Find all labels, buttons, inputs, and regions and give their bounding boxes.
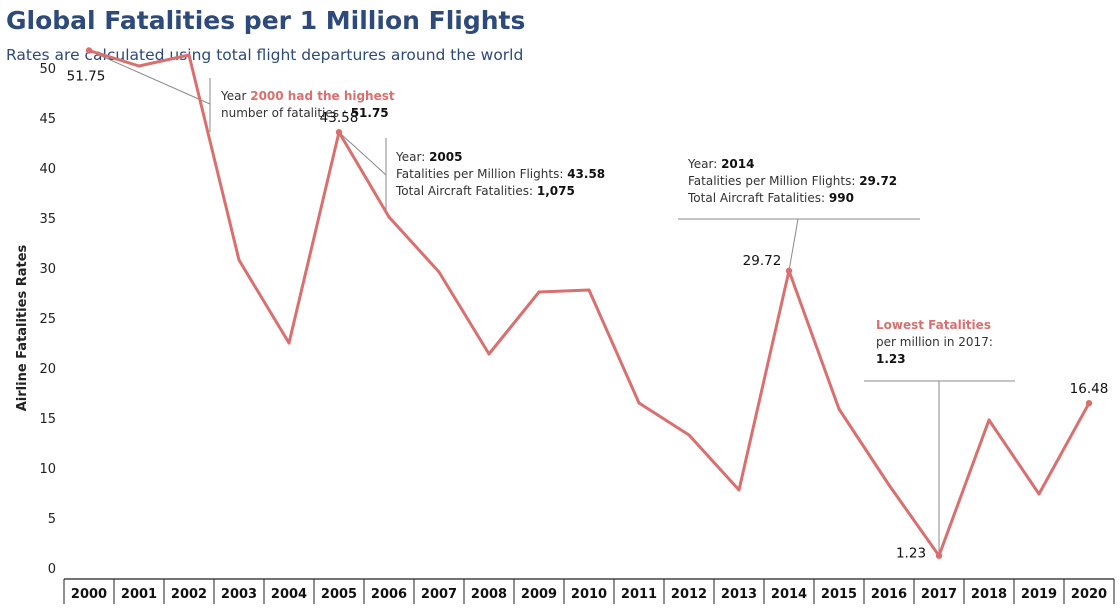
highlight-point <box>785 267 793 274</box>
annotation-2000-highlight: 2000 had the highest <box>250 89 395 103</box>
y-tick-label: 5 <box>48 512 56 527</box>
x-tick-label: 2004 <box>271 587 307 602</box>
x-tick-label: 2009 <box>521 587 557 602</box>
data-label: 43.58 <box>320 110 359 126</box>
x-tick-label: 2016 <box>871 587 907 602</box>
y-tick-label: 0 <box>48 562 56 577</box>
y-tick-label: 50 <box>39 62 56 77</box>
annotation-2000-prefix: Year <box>221 89 251 103</box>
highlight-point <box>1085 400 1093 407</box>
data-point <box>437 270 441 274</box>
annotation-2017-highlight: Lowest Fatalities <box>876 318 991 332</box>
data-point <box>837 407 841 411</box>
annotation-2005-year-label: Year: <box>396 150 430 164</box>
data-label: 29.72 <box>743 253 782 269</box>
y-tick-label: 45 <box>39 112 56 127</box>
data-point <box>687 433 691 437</box>
chart-subtitle: Rates are calculated using total flight … <box>6 46 524 64</box>
y-tick-label: 15 <box>39 412 56 427</box>
annotation-2014-year: 2014 <box>721 157 755 171</box>
y-tick-label: 20 <box>39 362 56 377</box>
x-tick-label: 2015 <box>821 587 857 602</box>
annotation-2005-total-label: Total Aircraft Fatalities: <box>396 184 537 198</box>
x-tick-label: 2012 <box>671 587 707 602</box>
leader-2000 <box>88 50 211 105</box>
x-tick-label: 2013 <box>721 587 757 602</box>
annotation-2014: Year: 2014 Fatalities per Million Flight… <box>688 156 897 207</box>
x-tick-label: 2005 <box>321 587 357 602</box>
data-point <box>237 258 241 262</box>
x-tick-label: 2018 <box>971 587 1007 602</box>
data-point <box>1037 492 1041 496</box>
leader-2014 <box>788 218 799 271</box>
annotation-2005-year: 2005 <box>429 150 463 164</box>
highlight-point <box>85 47 93 54</box>
x-tick-label: 2007 <box>421 587 457 602</box>
y-tick-label: 30 <box>39 262 56 277</box>
annotation-2014-total-label: Total Aircraft Fatalities: <box>688 191 829 205</box>
x-tick-label: 2014 <box>771 587 807 602</box>
annotation-2014-total: 990 <box>828 191 854 205</box>
data-point <box>737 488 741 492</box>
annotation-2005-rate-label: Fatalities per Million Flights: <box>396 167 568 181</box>
x-tick-label: 2006 <box>371 587 407 602</box>
x-tick-label: 2001 <box>121 587 157 602</box>
x-tick-label: 2008 <box>471 587 507 602</box>
annotation-2000-line2: number of fatalities : <box>221 106 351 120</box>
y-tick-label: 10 <box>39 462 56 477</box>
annotation-2017: Lowest Fatalities per million in 2017: 1… <box>876 317 993 368</box>
data-point <box>587 288 591 292</box>
x-axis: 2000 2001 2002 2003 2004 2005 2006 2007 2008 2009… <box>63 578 1115 604</box>
data-point <box>287 341 291 345</box>
leader-2005 <box>338 131 387 176</box>
x-tick-label: 2011 <box>621 587 657 602</box>
annotation-2005: Year: 2005 Fatalities per Million Flight… <box>396 149 605 200</box>
x-tick-label: 2019 <box>1021 587 1057 602</box>
data-point <box>537 290 541 294</box>
annotation-2000: Year 2000 had the highest number of fata… <box>221 88 395 122</box>
annotation-2014-year-label: Year: <box>688 157 722 171</box>
x-tick-label: 2003 <box>221 587 257 602</box>
annotation-2005-total: 1,075 <box>536 184 575 198</box>
annotation-2014-rate-label: Fatalities per Million Flights: <box>688 174 860 188</box>
data-point <box>187 53 191 57</box>
x-tick-label: 2002 <box>171 587 207 602</box>
y-tick-label: 25 <box>39 312 56 327</box>
highlight-point <box>335 129 343 136</box>
annotation-2005-rate: 43.58 <box>567 167 606 181</box>
x-tick-label: 2020 <box>1071 587 1107 602</box>
y-tick-label: 35 <box>39 212 56 227</box>
data-label: 51.75 <box>67 69 106 85</box>
data-point <box>887 483 891 487</box>
data-point <box>637 401 641 405</box>
data-label: 1.23 <box>896 546 926 562</box>
chart-title: Global Fatalities per 1 Million Flights <box>6 6 526 35</box>
highlight-point <box>935 552 943 559</box>
x-tick-label: 2010 <box>571 587 607 602</box>
x-tick-label: 2000 <box>71 587 107 602</box>
series-layer <box>85 47 1093 559</box>
x-tick-label: 2017 <box>921 587 957 602</box>
annotation-2014-rate: 29.72 <box>859 174 898 188</box>
annotation-2017-line2: per million in 2017: <box>876 335 993 349</box>
data-point <box>487 352 491 356</box>
y-tick-label: 40 <box>39 162 56 177</box>
data-point <box>137 64 141 68</box>
annotation-2000-value: 51.75 <box>350 106 389 120</box>
data-point <box>987 418 991 422</box>
y-axis: 0 5 10 15 20 25 30 35 40 45 50 <box>39 62 56 577</box>
annotation-2017-value: 1.23 <box>876 352 906 366</box>
data-label: 16.48 <box>1070 381 1109 397</box>
data-point <box>387 215 391 219</box>
annotation-leader-lines <box>88 50 1015 556</box>
y-axis-label: Airline Fatalities Rates <box>15 244 30 411</box>
